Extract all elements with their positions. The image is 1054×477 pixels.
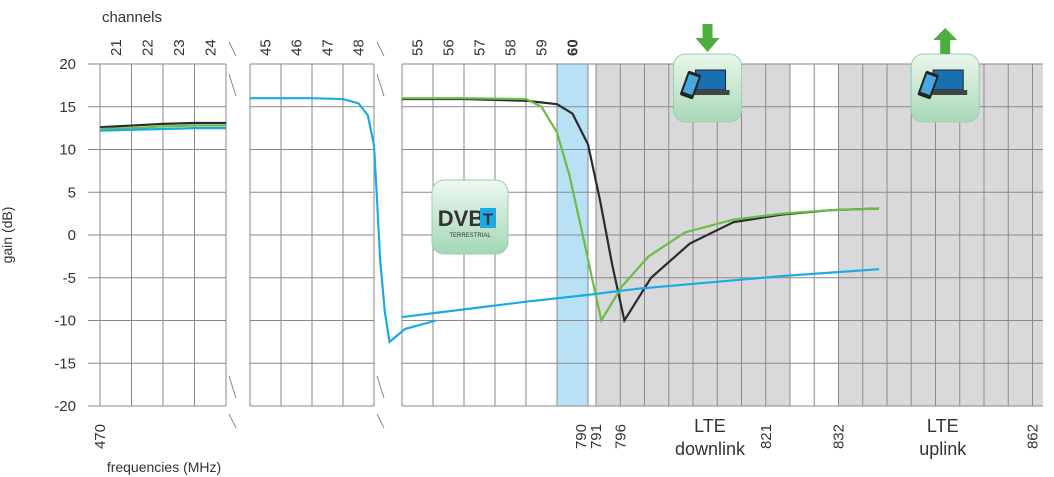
- series-line: [402, 97, 880, 324]
- lte-band-label: LTE: [927, 416, 959, 436]
- freq-label: 821: [758, 424, 775, 449]
- channel-label: 45: [258, 39, 275, 56]
- dvb-logo-t-box: [480, 208, 496, 228]
- axis-break-bottom: [376, 375, 385, 399]
- freq-label: 796: [612, 424, 629, 449]
- laptop-base-icon: [691, 90, 730, 95]
- channel-label: 46: [289, 39, 306, 56]
- channel-label: 21: [108, 39, 125, 56]
- y-tick-label: 10: [59, 142, 76, 159]
- lte-downlink-icon: [673, 24, 743, 123]
- top-axis-label: channels: [102, 9, 162, 26]
- channel-label: 48: [351, 39, 368, 56]
- axis-break-top: [376, 73, 385, 97]
- channel-label: 22: [139, 39, 156, 56]
- channel-label: 23: [171, 39, 188, 56]
- channel-label: 58: [503, 39, 520, 56]
- channel-label: 56: [441, 39, 458, 56]
- laptop-screen-icon: [932, 69, 964, 91]
- y-tick-label: -10: [54, 313, 76, 330]
- axis-break-top: [228, 73, 237, 97]
- freq-label: 832: [831, 424, 848, 449]
- axis-break-bottom: [228, 413, 237, 429]
- y-tick-label: -15: [54, 355, 76, 372]
- channel-label: 24: [202, 39, 219, 56]
- lte-band-label: uplink: [919, 439, 967, 459]
- dvb-logo-sub: TERRESTRIAL: [449, 233, 491, 239]
- download-arrow-icon: [695, 24, 720, 52]
- laptop-screen-icon: [695, 69, 727, 91]
- freq-label: 790: [573, 424, 590, 449]
- y-tick-label: 20: [59, 56, 76, 73]
- freq-label: 862: [1025, 424, 1042, 449]
- lte-band-label: LTE: [694, 416, 726, 436]
- tablet-screen-icon: [920, 73, 937, 96]
- series-line: [402, 97, 880, 324]
- y-tick-label: 0: [68, 227, 76, 244]
- lte-uplink-icon: [910, 28, 980, 123]
- y-tick-label: -20: [54, 398, 76, 415]
- axis-break-bottom: [376, 413, 385, 429]
- y-tick-label: -5: [63, 270, 76, 287]
- freq-label: 791: [588, 424, 605, 449]
- y-tick-label: 15: [59, 99, 76, 116]
- series-line: [250, 97, 437, 344]
- freq-label: 470: [92, 424, 109, 449]
- series-line: [99, 124, 226, 131]
- x-axis-label: frequencies (MHz): [107, 459, 221, 475]
- laptop-base-icon: [929, 90, 968, 95]
- series-line: [401, 268, 880, 319]
- y-tick-label: 5: [68, 184, 76, 201]
- lte-band-label: downlink: [675, 439, 746, 459]
- dvb-logo-text: DVB: [438, 206, 484, 231]
- dvb-logo-background: [431, 179, 509, 255]
- axis-break-top: [376, 41, 385, 57]
- series-line: [99, 127, 226, 132]
- channel-label: 55: [410, 39, 427, 56]
- tablet-screen-icon: [682, 73, 699, 96]
- axis-break-top: [228, 41, 237, 57]
- y-axis-label: gain (dB): [0, 207, 15, 264]
- channel-label: 59: [534, 39, 551, 56]
- axis-break-bottom: [228, 375, 237, 399]
- channel-label: 47: [320, 39, 337, 56]
- channel-label: 60: [565, 39, 582, 56]
- channel-label: 57: [472, 39, 489, 56]
- dvb-logo-letter: T: [483, 210, 494, 229]
- series-line: [99, 121, 226, 129]
- upload-arrow-icon: [933, 28, 958, 54]
